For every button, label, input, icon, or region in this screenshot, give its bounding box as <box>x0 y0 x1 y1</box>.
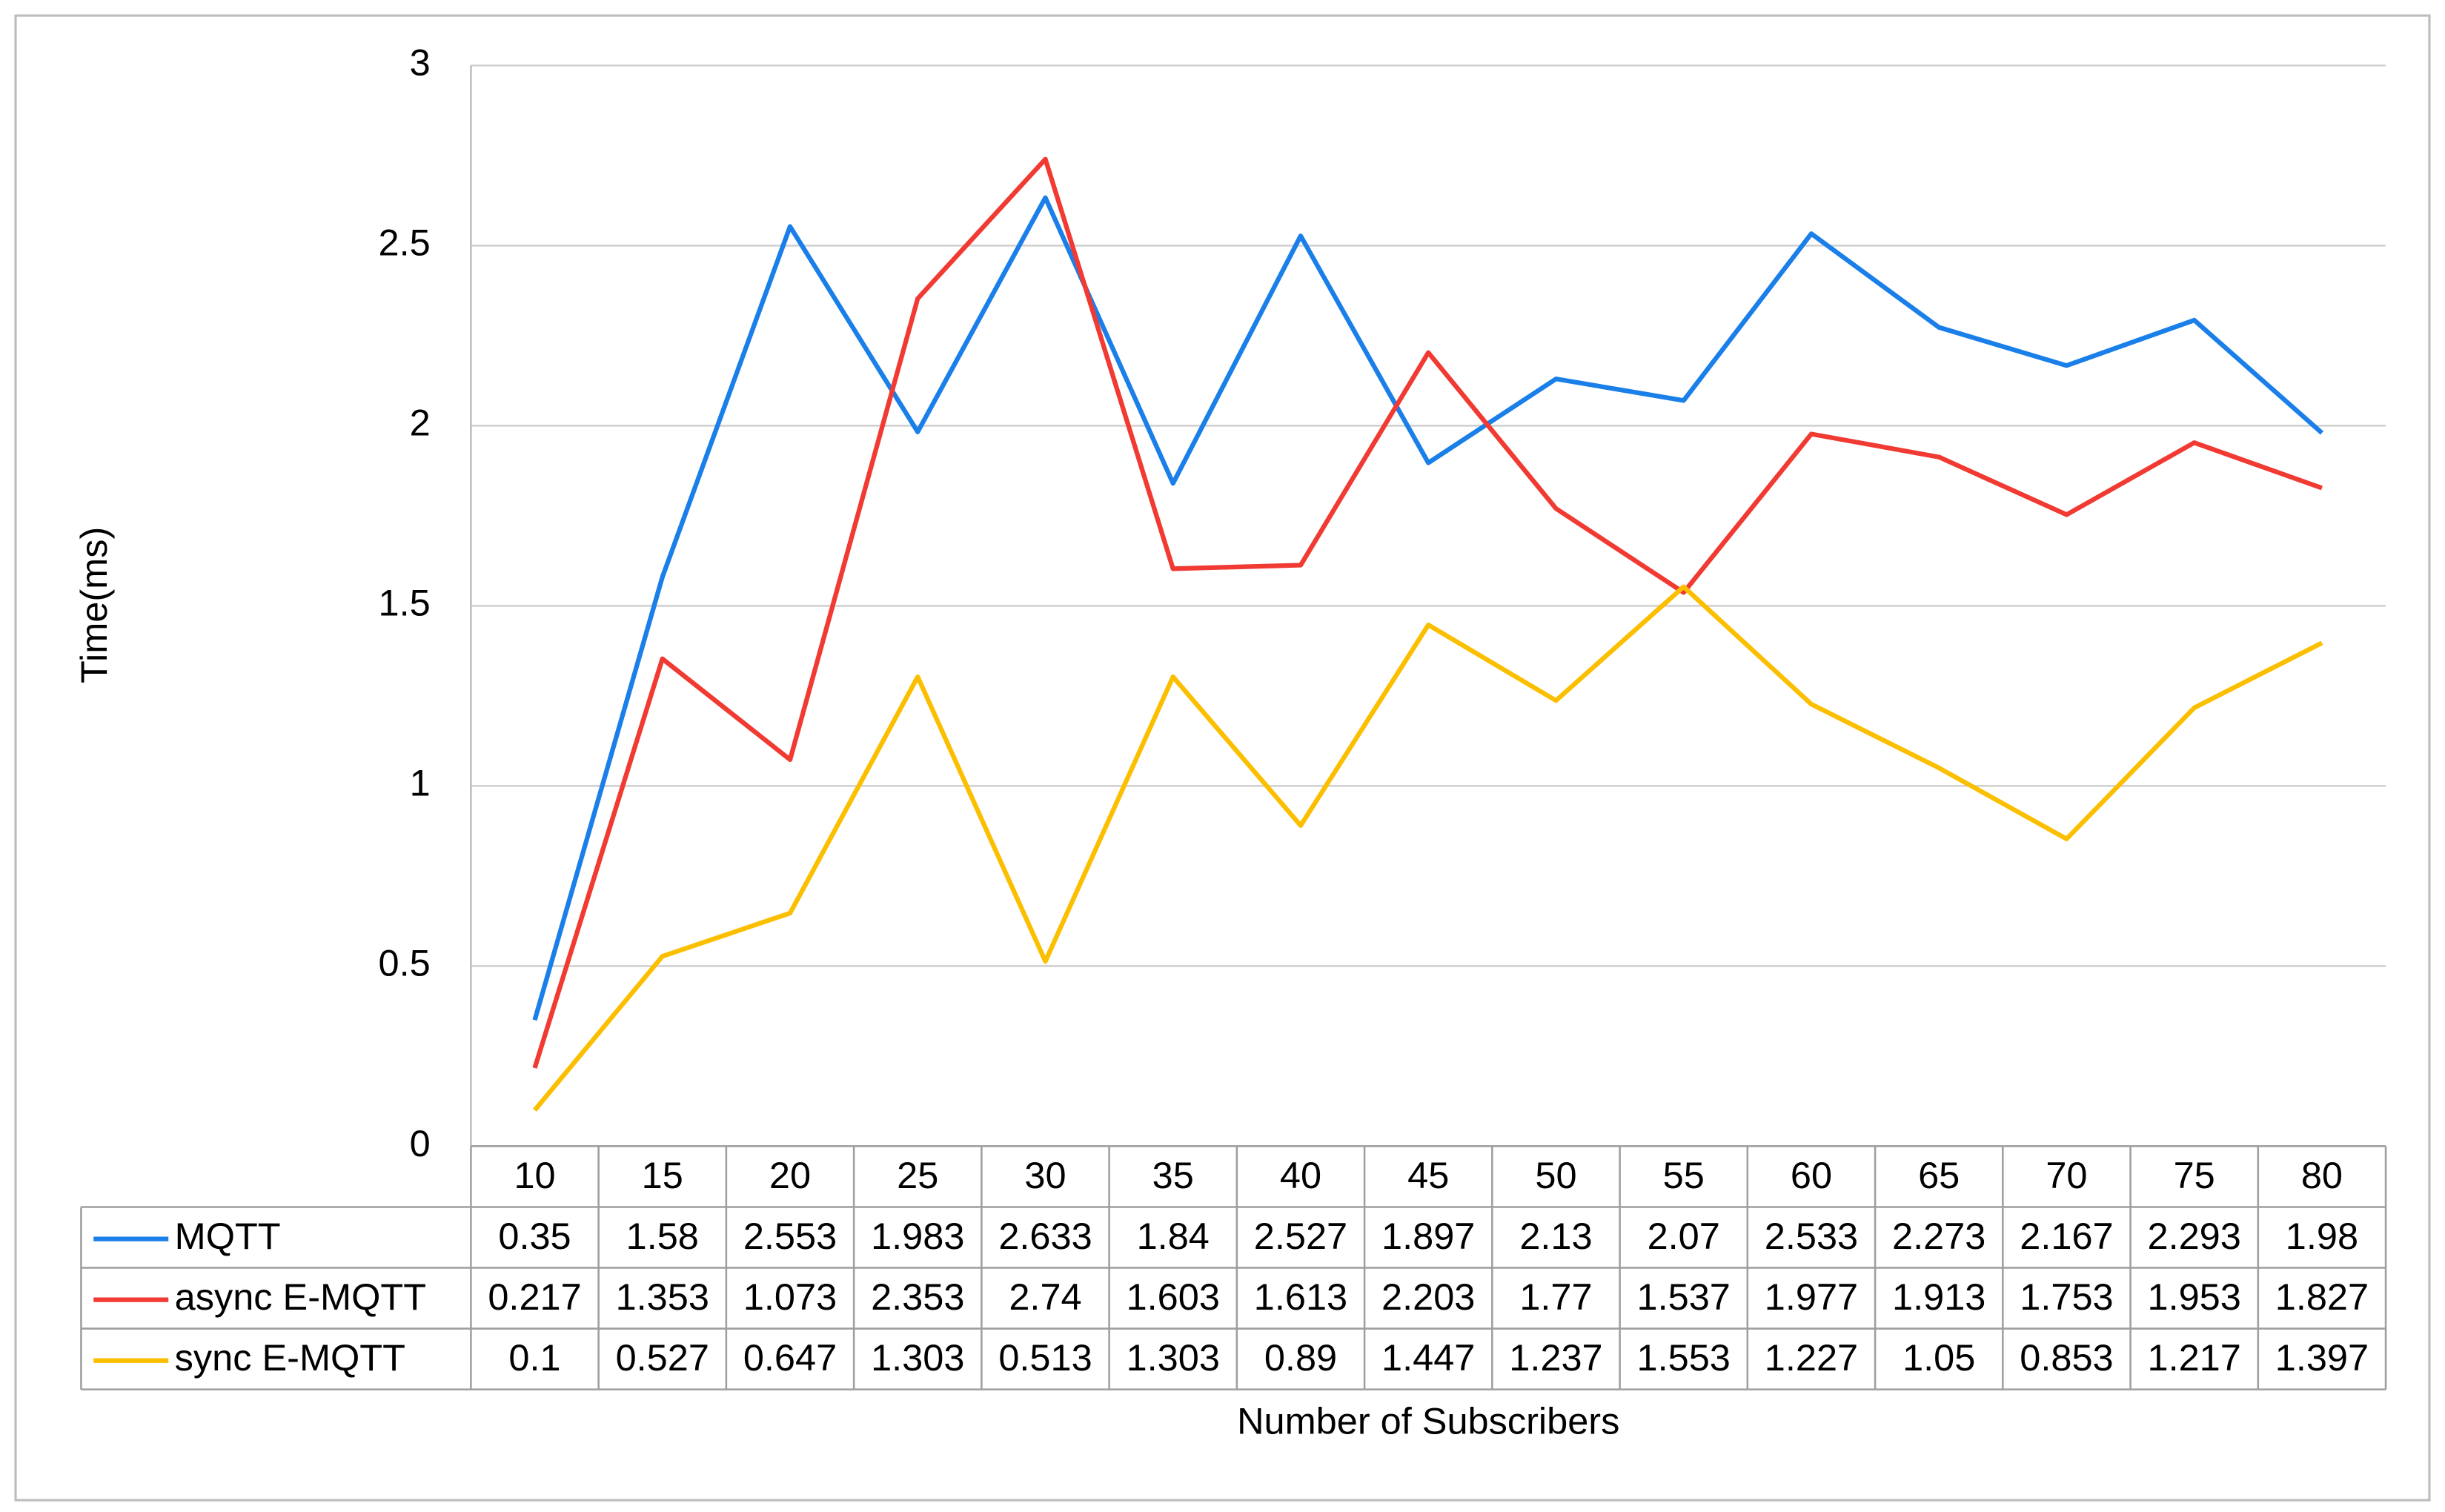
x-tick-label: 25 <box>897 1154 938 1196</box>
table-cell: 1.827 <box>2275 1276 2369 1318</box>
table-cell: 0.853 <box>2020 1336 2113 1379</box>
y-tick-label: 2 <box>410 402 431 444</box>
table-cell: 1.217 <box>2148 1336 2241 1379</box>
table-cell: 1.913 <box>1892 1276 1985 1318</box>
table-cell: 1.98 <box>2286 1215 2358 1257</box>
legend-label: sync E-MQTT <box>175 1336 405 1379</box>
y-axis-label: Time(ms) <box>73 527 115 683</box>
table-cell: 1.05 <box>1902 1336 1975 1379</box>
table-cell: 0.647 <box>743 1336 837 1379</box>
table-cell: 0.217 <box>488 1276 581 1318</box>
table-cell: 2.167 <box>2020 1215 2113 1257</box>
legend-label: MQTT <box>175 1215 281 1257</box>
y-tick-label: 1 <box>410 762 431 804</box>
table-cell: 0.513 <box>998 1336 1092 1379</box>
table-cell: 0.35 <box>498 1215 571 1257</box>
table-cell: 1.227 <box>1765 1336 1858 1379</box>
y-tick-label: 0 <box>410 1122 431 1164</box>
table-cell: 2.203 <box>1381 1276 1475 1318</box>
table-cell: 1.977 <box>1765 1276 1858 1318</box>
table-cell: 2.293 <box>2148 1215 2241 1257</box>
table-cell: 1.58 <box>626 1215 699 1257</box>
x-tick-label: 80 <box>2301 1154 2343 1196</box>
chart-border <box>14 14 2431 1502</box>
x-tick-label: 75 <box>2174 1154 2215 1196</box>
table-cell: 1.537 <box>1637 1276 1731 1318</box>
y-tick-label: 3 <box>410 42 431 84</box>
y-tick-label: 2.5 <box>379 222 431 264</box>
table-cell: 1.983 <box>871 1215 964 1257</box>
table-cell: 1.553 <box>1637 1336 1731 1379</box>
y-tick-label: 0.5 <box>379 942 431 984</box>
table-cell: 2.74 <box>1009 1276 1081 1318</box>
x-tick-label: 20 <box>769 1154 811 1196</box>
table-cell: 0.527 <box>616 1336 709 1379</box>
x-tick-label: 70 <box>2046 1154 2087 1196</box>
x-tick-label: 15 <box>642 1154 683 1196</box>
x-tick-label: 65 <box>1918 1154 1960 1196</box>
table-cell: 2.07 <box>1648 1215 1720 1257</box>
table-cell: 2.353 <box>871 1276 964 1318</box>
x-tick-label: 10 <box>514 1154 555 1196</box>
x-tick-label: 55 <box>1663 1154 1705 1196</box>
table-cell: 1.303 <box>1127 1336 1220 1379</box>
table-cell: 1.953 <box>2148 1276 2241 1318</box>
x-tick-label: 45 <box>1407 1154 1449 1196</box>
table-cell: 2.13 <box>1519 1215 1592 1257</box>
table-cell: 1.897 <box>1381 1215 1475 1257</box>
x-tick-label: 60 <box>1791 1154 1832 1196</box>
x-tick-label: 40 <box>1280 1154 1321 1196</box>
table-cell: 1.603 <box>1127 1276 1220 1318</box>
table-cell: 1.353 <box>616 1276 709 1318</box>
table-cell: 2.633 <box>998 1215 1092 1257</box>
table-cell: 1.613 <box>1254 1276 1347 1318</box>
table-cell: 2.533 <box>1765 1215 1858 1257</box>
x-tick-label: 35 <box>1152 1154 1194 1196</box>
x-tick-label: 30 <box>1024 1154 1066 1196</box>
table-cell: 1.77 <box>1519 1276 1592 1318</box>
x-tick-label: 50 <box>1535 1154 1576 1196</box>
table-cell: 1.447 <box>1381 1336 1475 1379</box>
table-cell: 0.89 <box>1264 1336 1337 1379</box>
table-cell: 2.273 <box>1892 1215 1985 1257</box>
y-tick-label: 1.5 <box>379 582 431 624</box>
legend-label: async E-MQTT <box>175 1276 426 1318</box>
table-cell: 0.1 <box>508 1336 560 1379</box>
table-cell: 2.527 <box>1254 1215 1347 1257</box>
data-line <box>532 156 2323 1069</box>
table-cell: 1.397 <box>2275 1336 2369 1379</box>
x-axis-label: Number of Subscribers <box>1237 1399 1619 1442</box>
table-cell: 1.753 <box>2020 1276 2113 1318</box>
table-cell: 1.073 <box>743 1276 837 1318</box>
data-line <box>533 584 2323 1112</box>
data-line <box>532 195 2324 1021</box>
table-cell: 1.237 <box>1509 1336 1602 1379</box>
table-cell: 1.303 <box>871 1336 964 1379</box>
table-cell: 2.553 <box>743 1215 837 1257</box>
table-cell: 1.84 <box>1137 1215 1210 1257</box>
